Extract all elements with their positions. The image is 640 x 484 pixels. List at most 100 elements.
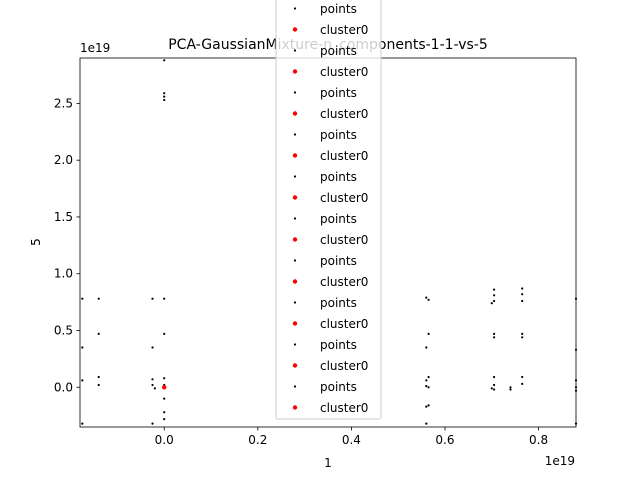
legend-label: points: [320, 380, 357, 394]
legend-label: points: [320, 170, 357, 184]
x-tick-label: 0.6: [435, 433, 454, 447]
points-marker: [81, 422, 84, 425]
points-marker: [490, 302, 493, 305]
points-marker: [493, 294, 496, 297]
cluster0-legend-marker: [292, 195, 298, 200]
points-marker: [163, 95, 166, 98]
x-tick-label: 0.2: [248, 433, 267, 447]
points-legend-marker: [293, 301, 297, 304]
x-tick-label: 0.0: [155, 433, 174, 447]
cluster0-legend-marker: [292, 321, 298, 326]
points-marker: [521, 382, 524, 385]
legend-label: cluster0: [320, 65, 368, 79]
points-marker: [163, 411, 166, 414]
legend-label: cluster0: [320, 317, 368, 331]
y-tick-label: 0.0: [54, 380, 73, 394]
cluster0-legend-marker: [292, 111, 298, 116]
legend-label: points: [320, 254, 357, 268]
points-marker: [151, 422, 154, 425]
points-marker: [81, 379, 84, 382]
points-marker: [493, 288, 496, 291]
legend-label: cluster0: [320, 107, 368, 121]
legend-label: cluster0: [320, 23, 368, 37]
y-axis-ticks: 0.0 0.5 1.0 1.5 2.0 2.5: [54, 96, 80, 394]
points-marker: [151, 297, 154, 300]
points-legend-marker: [293, 133, 297, 136]
points-legend-marker: [293, 7, 297, 10]
points-marker: [163, 397, 166, 400]
points-marker: [521, 375, 524, 379]
points-legend-marker: [293, 175, 297, 178]
legend-label: cluster0: [320, 149, 368, 163]
points-marker: [521, 293, 524, 296]
cluster0-legend-marker: [292, 27, 298, 32]
y-tick-label: 2.5: [54, 96, 73, 110]
points-legend-marker: [293, 343, 297, 346]
points-marker: [163, 98, 166, 102]
points-marker: [427, 375, 430, 379]
legend-label: points: [320, 212, 357, 226]
points-marker: [151, 383, 154, 387]
legend-label: cluster0: [320, 401, 368, 415]
cluster0-marker: [162, 385, 167, 390]
points-marker: [521, 336, 524, 339]
x-axis-label: 1: [324, 456, 332, 470]
points-legend-marker: [293, 91, 297, 94]
points-marker: [427, 332, 430, 335]
points-marker: [493, 375, 496, 379]
legend-label: points: [320, 2, 357, 16]
points-marker: [521, 299, 524, 303]
y-offset-label: 1e19: [80, 41, 110, 55]
points-marker: [509, 386, 512, 389]
points-marker: [427, 404, 430, 407]
points-marker: [509, 388, 512, 391]
x-tick-label: 0.8: [529, 433, 548, 447]
points-marker: [425, 422, 428, 425]
legend: points cluster0 points cluster0 points cluste…: [275, 0, 382, 420]
points-marker: [163, 59, 166, 62]
y-tick-label: 1.5: [54, 210, 73, 224]
legend-label: points: [320, 44, 357, 58]
points-legend-marker: [293, 259, 297, 262]
points-marker: [425, 385, 428, 388]
legend-box: [275, 0, 382, 420]
cluster0-legend-marker: [292, 237, 298, 242]
x-tick-label: 0.4: [342, 433, 361, 447]
points-marker: [427, 298, 430, 301]
points-marker: [97, 383, 100, 387]
legend-label: cluster0: [320, 359, 368, 373]
points-legend-marker: [293, 217, 297, 220]
points-marker: [425, 379, 428, 382]
cluster0-legend-marker: [292, 69, 298, 74]
points-marker: [163, 332, 166, 335]
points-marker: [81, 346, 84, 349]
cluster0-legend-marker: [292, 279, 298, 284]
legend-label: points: [320, 86, 357, 100]
points-marker: [427, 386, 430, 389]
y-tick-label: 1.0: [54, 267, 73, 281]
points-marker: [425, 405, 428, 408]
points-marker: [81, 297, 84, 300]
cluster0-legend-marker: [292, 153, 298, 158]
legend-label: cluster0: [320, 275, 368, 289]
points-marker: [493, 336, 496, 339]
points-marker: [521, 332, 524, 335]
points-marker: [151, 346, 154, 349]
points-marker: [97, 375, 100, 379]
points-marker: [425, 346, 428, 349]
points-marker: [493, 388, 496, 391]
x-axis-ticks: 0.0 0.2 0.4 0.6 0.8: [155, 427, 548, 447]
points-marker: [163, 418, 166, 421]
points-marker: [163, 92, 166, 95]
cluster0-legend-marker: [292, 405, 298, 410]
legend-label: points: [320, 128, 357, 142]
legend-label: cluster0: [320, 191, 368, 205]
points-marker: [493, 383, 496, 387]
y-tick-label: 0.5: [54, 323, 73, 337]
points-marker: [490, 387, 493, 390]
points-marker: [521, 287, 524, 290]
points-marker: [163, 377, 166, 380]
y-axis-label: 5: [29, 238, 43, 246]
points-marker: [97, 332, 100, 335]
